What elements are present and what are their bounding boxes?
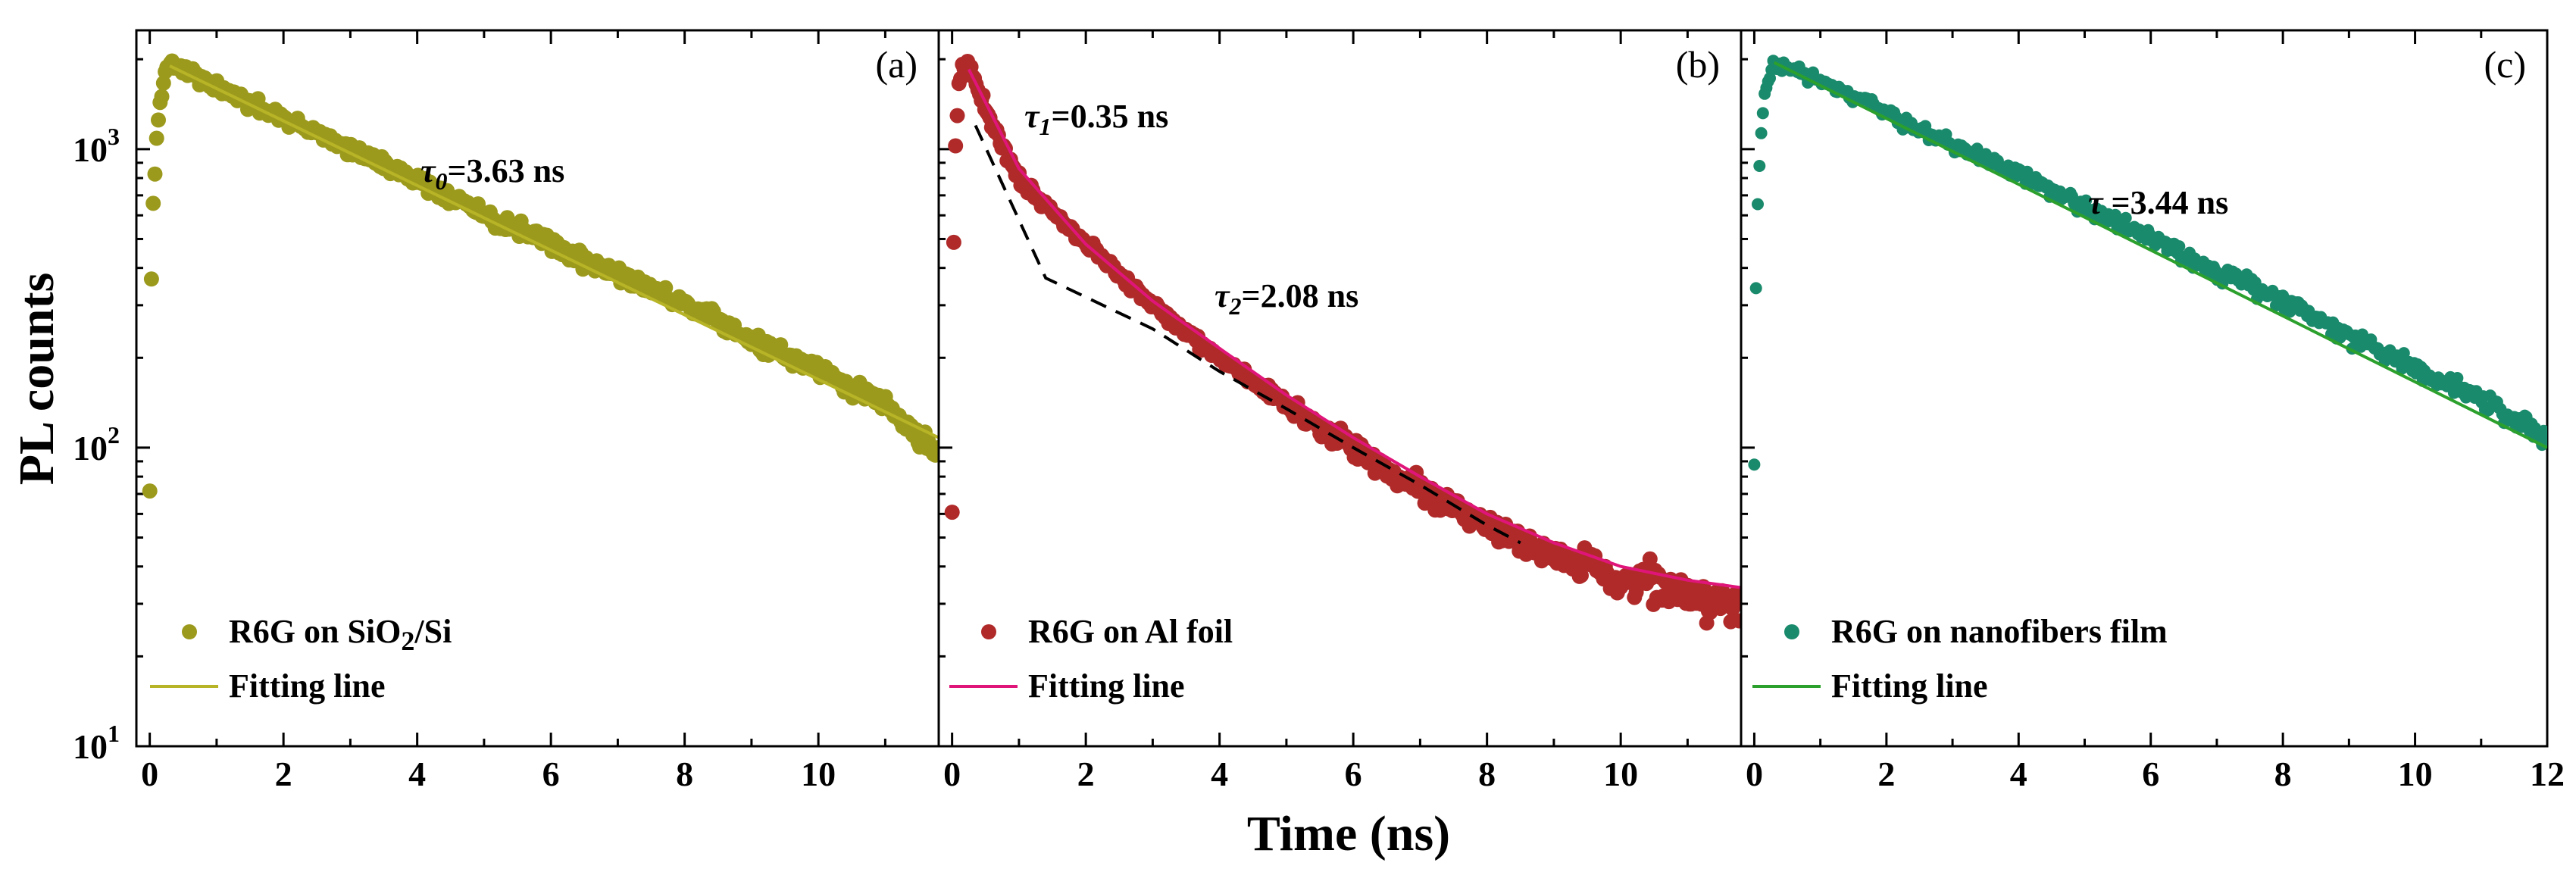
data-point xyxy=(1752,198,1764,211)
data-point xyxy=(1748,458,1761,471)
x-tick-label: 0 xyxy=(1746,755,1763,793)
legend-label: Fitting line xyxy=(1831,667,1988,705)
x-tick-label: 0 xyxy=(943,755,961,793)
data-point xyxy=(148,130,164,146)
lifetime-annotation: τ =3.44 ns xyxy=(2088,184,2228,221)
data-point xyxy=(151,112,166,128)
plot-frame xyxy=(1740,29,2549,748)
lifetime-annotation: τ1=0.35 ns xyxy=(1024,98,1168,140)
data-point xyxy=(147,166,163,182)
x-tick-label: 12 xyxy=(2530,755,2565,793)
data-point xyxy=(2119,211,2132,224)
data-points xyxy=(944,54,1741,631)
legend-marker xyxy=(1784,624,1799,639)
data-point xyxy=(949,108,965,123)
x-axis-title: Time (ns) xyxy=(1247,806,1450,861)
x-tick-label: 4 xyxy=(2010,755,2027,793)
x-tick-label: 8 xyxy=(2274,755,2292,793)
data-point xyxy=(1755,127,1768,139)
x-tick-label: 2 xyxy=(275,755,292,793)
panel-c: 0 2 4 6 8 10 12 (c) τ =3.44 ns R6G on nanofibers … xyxy=(1740,29,2565,793)
data-point xyxy=(2173,240,2186,253)
data-point xyxy=(773,337,789,353)
x-tick-label: 4 xyxy=(408,755,426,793)
legend-label: Fitting line xyxy=(1028,667,1185,705)
panel-b: 0 2 4 6 8 10 (b) τ1=0.35 ns τ2=2.08 ns R6G on Al … xyxy=(937,29,1743,793)
component-fit-dashed-line xyxy=(974,124,1521,545)
x-tick-label: 8 xyxy=(676,755,693,793)
data-point xyxy=(1753,160,1766,172)
data-point xyxy=(142,483,158,499)
y-tick-label: 101 xyxy=(73,720,120,766)
legend-label: Fitting line xyxy=(229,667,386,705)
x-tick-label: 2 xyxy=(1877,755,1895,793)
x-tick-label: 6 xyxy=(2142,755,2159,793)
y-tick-label: 102 xyxy=(73,421,120,467)
lifetime-annotation: τ0=3.63 ns xyxy=(420,152,564,195)
x-tick-label: 0 xyxy=(141,755,158,793)
data-point xyxy=(2397,347,2410,360)
data-points xyxy=(142,53,939,499)
data-point xyxy=(944,505,960,520)
panel-label: (b) xyxy=(1676,43,1720,86)
x-tick-label: 4 xyxy=(1211,755,1228,793)
x-tick-label: 10 xyxy=(1603,755,1638,793)
y-tick-label: 103 xyxy=(73,123,120,169)
legend-label: R6G on Al foil xyxy=(1028,613,1233,650)
legend-label: R6G on SiO2/Si xyxy=(229,613,452,656)
data-point xyxy=(931,439,939,455)
data-points xyxy=(1748,55,2547,471)
legend-label: R6G on nanofibers film xyxy=(1831,613,2168,650)
data-point xyxy=(1731,613,1741,629)
panel-label: (c) xyxy=(2484,43,2527,86)
x-tick-label: 6 xyxy=(1345,755,1362,793)
data-point xyxy=(155,75,171,91)
data-point xyxy=(2541,428,2547,441)
x-tick-label: 10 xyxy=(801,755,836,793)
data-point xyxy=(154,89,170,105)
fitting-line xyxy=(169,64,939,439)
data-point xyxy=(1642,551,1658,567)
data-point xyxy=(2021,165,2034,178)
x-tick-label: 6 xyxy=(542,755,560,793)
data-point xyxy=(145,195,161,211)
fitting-line xyxy=(1773,61,2547,449)
data-point xyxy=(1733,594,1741,610)
x-tick-label: 10 xyxy=(2398,755,2433,793)
data-point xyxy=(946,234,961,250)
x-tick-label: 2 xyxy=(1077,755,1095,793)
legend-marker xyxy=(981,624,996,639)
y-axis-title: PL counts xyxy=(9,273,64,486)
data-point xyxy=(143,271,159,287)
data-point xyxy=(1749,282,1762,295)
fitting-line xyxy=(967,68,1741,589)
legend-marker xyxy=(182,624,197,639)
panel-label: (a) xyxy=(876,43,918,86)
data-point xyxy=(948,138,964,154)
data-point xyxy=(1756,107,1769,120)
lifetime-annotation: τ2=2.08 ns xyxy=(1215,277,1358,320)
panel-a: 0 2 4 6 8 10 101 102 103 (a) τ0=3.63 ns R6G on SiO2… xyxy=(73,29,940,793)
data-point xyxy=(1011,165,1027,181)
x-tick-label: 8 xyxy=(1478,755,1496,793)
